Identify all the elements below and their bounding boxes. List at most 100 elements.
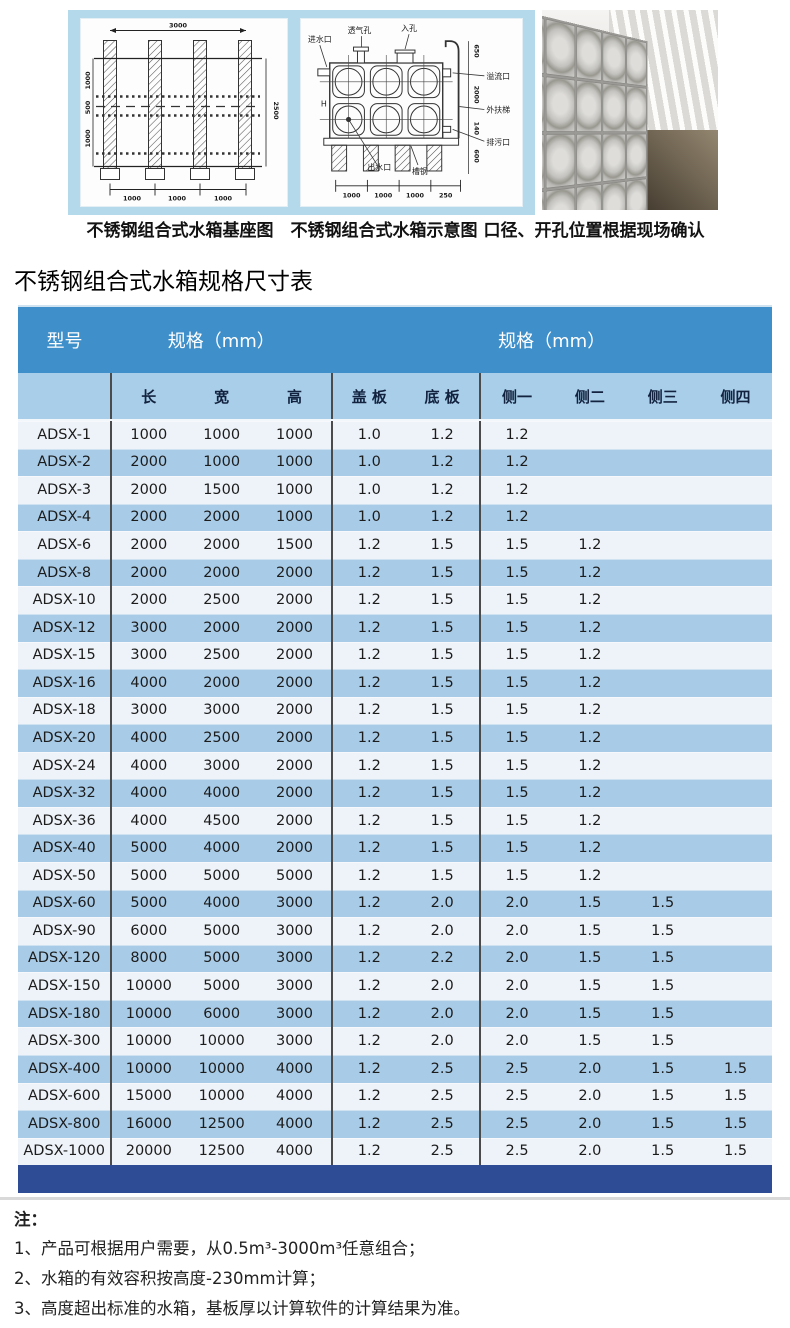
value-cell: 1.5 [481, 669, 554, 697]
value-cell: 1.2 [333, 614, 406, 642]
value-cell: 2000 [185, 614, 258, 642]
value-cell: 4500 [185, 807, 258, 835]
base-columns [101, 41, 255, 180]
value-cell: 1.2 [333, 945, 406, 973]
tank-panel [626, 38, 646, 87]
table-row: ADSX-50 5000 5000 5000 1.2 1.5 1.5 1.2 [18, 862, 772, 890]
value-cell: 1.5 [481, 642, 554, 670]
value-cell: 4000 [258, 1083, 333, 1111]
value-cell: 1.2 [481, 504, 554, 532]
label-drain: 排污口 [486, 137, 510, 147]
notes-divider [0, 1197, 790, 1200]
value-cell: 1.2 [553, 642, 626, 670]
subheader-cell: 长 [112, 373, 185, 419]
value-cell: 1.2 [333, 1138, 406, 1166]
value-cell: 2500 [185, 586, 258, 614]
value-cell: 1.5 [626, 1027, 699, 1055]
value-cell [699, 945, 772, 973]
tank-panel [626, 179, 646, 210]
dim2-bot-1000b: 1000 [374, 192, 392, 200]
value-cell: 2.0 [481, 945, 554, 973]
tank-panel [626, 85, 646, 131]
value-cell: 1.5 [481, 779, 554, 807]
value-cell: 2.5 [481, 1083, 554, 1111]
subheader-cell: 底 板 [406, 373, 481, 419]
value-cell: 10000 [112, 1055, 185, 1083]
value-cell [626, 669, 699, 697]
value-cell: 5000 [112, 862, 185, 890]
value-cell: 1.5 [626, 1055, 699, 1083]
value-cell: 2.0 [406, 917, 481, 945]
value-cell: 2000 [258, 586, 333, 614]
value-cell: 1.5 [626, 945, 699, 973]
value-cell [699, 917, 772, 945]
table-row: ADSX-16 4000 2000 2000 1.2 1.5 1.5 1.2 [18, 669, 772, 697]
table-row: ADSX-4 2000 2000 1000 1.0 1.2 1.2 [18, 504, 772, 532]
label-outlet: 出水口 [367, 162, 391, 172]
model-cell: ADSX-2 [18, 449, 112, 477]
label-vent: 透气孔 [348, 25, 372, 35]
value-cell: 16000 [112, 1110, 185, 1138]
value-cell [699, 1027, 772, 1055]
value-cell: 1.2 [333, 779, 406, 807]
value-cell: 4000 [258, 1055, 333, 1083]
value-cell: 5000 [112, 834, 185, 862]
dim-left-1000b: 1000 [84, 129, 92, 148]
value-cell [699, 972, 772, 1000]
tank-panel [576, 184, 601, 210]
value-cell: 6000 [185, 1000, 258, 1028]
model-cell: ADSX-20 [18, 724, 112, 752]
dim-bot-1000c: 1000 [214, 195, 233, 203]
value-cell: 1000 [258, 504, 333, 532]
value-cell: 1.5 [406, 834, 481, 862]
value-cell: 1.5 [481, 862, 554, 890]
table-row: ADSX-180 10000 6000 3000 1.2 2.0 2.0 1.5 1.5 [18, 1000, 772, 1028]
value-cell: 3000 [185, 752, 258, 780]
dim2-r-140: 140 [472, 122, 480, 136]
value-cell: 2500 [185, 724, 258, 752]
model-cell: ADSX-4 [18, 504, 112, 532]
value-cell: 10000 [112, 1027, 185, 1055]
value-cell: 1.2 [333, 890, 406, 918]
value-cell: 1.2 [333, 1083, 406, 1111]
value-cell: 1.2 [406, 421, 481, 449]
value-cell: 1.5 [406, 586, 481, 614]
model-cell: ADSX-800 [18, 1110, 112, 1138]
value-cell: 1000 [185, 421, 258, 449]
value-cell: 1.2 [333, 531, 406, 559]
value-cell: 1.2 [553, 531, 626, 559]
tank-panel [603, 181, 626, 210]
value-cell: 1.5 [553, 1000, 626, 1028]
value-cell: 1.5 [626, 917, 699, 945]
dim2-r-600: 600 [472, 149, 480, 163]
caption-schematic-diagram: 不锈钢组合式水箱示意图 [274, 219, 494, 243]
value-cell: 2000 [258, 834, 333, 862]
value-cell: 1.2 [333, 1027, 406, 1055]
value-cell: 1.5 [481, 614, 554, 642]
dim2-bot-1000c: 1000 [406, 192, 424, 200]
spec-table: 型号 规格（mm） 规格（mm） 长 宽 高盖 板底 板 侧一 侧二 侧三 侧四 ADSX-… [18, 305, 772, 1193]
value-cell: 1.0 [333, 421, 406, 449]
subheader-cell: 盖 板 [333, 373, 406, 419]
model-cell: ADSX-16 [18, 669, 112, 697]
value-cell: 2000 [112, 476, 185, 504]
model-cell: ADSX-15 [18, 642, 112, 670]
value-cell [699, 697, 772, 725]
value-cell: 2000 [112, 504, 185, 532]
value-cell: 1.2 [333, 1055, 406, 1083]
value-cell: 1.2 [553, 559, 626, 587]
table-footer-bar [18, 1165, 772, 1193]
photo-tank-wall [542, 10, 647, 210]
value-cell [626, 586, 699, 614]
dim-left-500: 500 [84, 100, 92, 114]
value-cell: 1.2 [553, 807, 626, 835]
value-cell: 2.2 [406, 945, 481, 973]
value-cell: 1.5 [699, 1083, 772, 1111]
notes-label: 注： [14, 1206, 776, 1230]
tank-panel [542, 133, 545, 193]
tank-panel [576, 26, 601, 81]
tank-panel [546, 133, 575, 189]
model-cell: ADSX-300 [18, 1027, 112, 1055]
value-cell: 20000 [112, 1138, 185, 1166]
table-subheader-row: 长 宽 高盖 板底 板 侧一 侧二 侧三 侧四 [18, 373, 772, 421]
